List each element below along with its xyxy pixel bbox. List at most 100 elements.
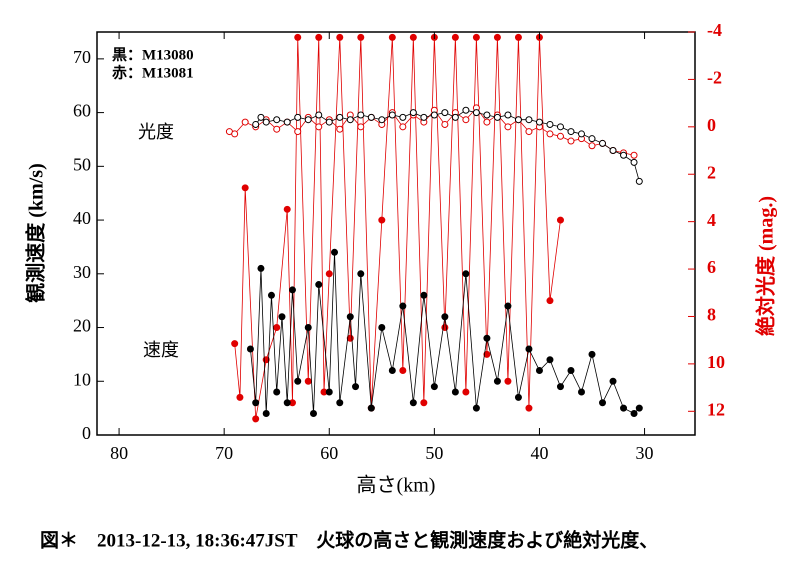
data-point <box>535 118 543 126</box>
x-tick-label: 70 <box>215 443 233 463</box>
data-point <box>231 340 239 348</box>
data-point <box>288 286 296 294</box>
data-point <box>483 350 491 358</box>
data-point <box>514 393 522 401</box>
y2-tick-label: -2 <box>707 68 722 88</box>
data-point <box>294 33 302 41</box>
data-point <box>430 111 438 119</box>
data-point <box>278 313 286 321</box>
data-point <box>588 135 596 143</box>
data-point <box>357 270 365 278</box>
data-point <box>535 367 543 375</box>
data-point <box>241 118 249 126</box>
data-point <box>352 383 360 391</box>
y2-tick-label: 8 <box>707 305 716 325</box>
data-point <box>257 264 265 272</box>
y2-tick-label: 4 <box>707 210 716 230</box>
data-point <box>630 151 638 159</box>
y-tick-label: 20 <box>73 316 91 336</box>
data-point <box>283 118 291 126</box>
data-point <box>462 106 470 114</box>
data-point <box>283 399 291 407</box>
data-point <box>304 116 312 124</box>
data-point <box>294 113 302 121</box>
data-point <box>546 130 554 138</box>
y-tick-label: 0 <box>82 423 91 443</box>
data-point <box>304 377 312 385</box>
data-point <box>472 404 480 412</box>
data-point <box>462 116 470 124</box>
data-point <box>409 33 417 41</box>
x-tick-label: 80 <box>110 443 128 463</box>
data-point <box>483 334 491 342</box>
data-point <box>546 356 554 364</box>
data-point <box>599 139 607 147</box>
y-tick-label: 70 <box>73 47 91 67</box>
data-point <box>273 116 281 124</box>
data-point <box>577 130 585 138</box>
data-point <box>588 142 596 150</box>
data-point <box>493 377 501 385</box>
data-point <box>388 33 396 41</box>
data-point <box>441 313 449 321</box>
data-point <box>451 388 459 396</box>
data-point <box>257 113 265 121</box>
data-point <box>336 33 344 41</box>
data-point <box>493 33 501 41</box>
series-line <box>234 37 561 419</box>
y-tick-label: 30 <box>73 262 91 282</box>
data-point <box>367 113 375 121</box>
data-point <box>514 116 522 124</box>
data-point <box>336 113 344 121</box>
data-point <box>315 111 323 119</box>
data-point <box>331 248 339 256</box>
data-point <box>441 120 449 128</box>
data-point <box>588 350 596 358</box>
data-point <box>620 151 628 159</box>
x-tick-label: 30 <box>636 443 654 463</box>
data-point <box>483 111 491 119</box>
data-point <box>325 388 333 396</box>
y2-tick-label: 10 <box>707 352 725 372</box>
data-point <box>609 147 617 155</box>
data-point <box>525 116 533 124</box>
data-point <box>504 377 512 385</box>
data-point <box>357 123 365 131</box>
y-tick-label: 50 <box>73 154 91 174</box>
data-point <box>462 388 470 396</box>
data-point <box>514 33 522 41</box>
data-point <box>567 137 575 145</box>
data-point <box>346 313 354 321</box>
data-point <box>493 113 501 121</box>
data-point <box>399 113 407 121</box>
data-point <box>525 128 533 136</box>
data-point <box>283 205 291 213</box>
annotation: 黒：M13080 <box>112 46 194 63</box>
data-point <box>262 410 270 418</box>
data-point <box>609 377 617 385</box>
data-point <box>315 123 323 131</box>
data-point <box>252 399 260 407</box>
y2-tick-label: 0 <box>707 115 716 135</box>
data-point <box>556 123 564 131</box>
data-point <box>451 33 459 41</box>
data-point <box>336 125 344 133</box>
data-point <box>399 302 407 310</box>
y-tick-label: 10 <box>73 369 91 389</box>
data-point <box>556 132 564 140</box>
data-point <box>567 367 575 375</box>
data-point <box>262 118 270 126</box>
y2-tick-label: 2 <box>707 162 716 182</box>
data-point <box>620 404 628 412</box>
data-point <box>451 113 459 121</box>
frame <box>96 31 696 436</box>
data-point <box>630 158 638 166</box>
x-label: 高さ(km) <box>357 474 436 497</box>
data-point <box>246 345 254 353</box>
data-point <box>546 297 554 305</box>
data-point <box>441 109 449 117</box>
y2-tick-label: -4 <box>707 20 722 40</box>
data-point <box>388 111 396 119</box>
data-point <box>525 404 533 412</box>
